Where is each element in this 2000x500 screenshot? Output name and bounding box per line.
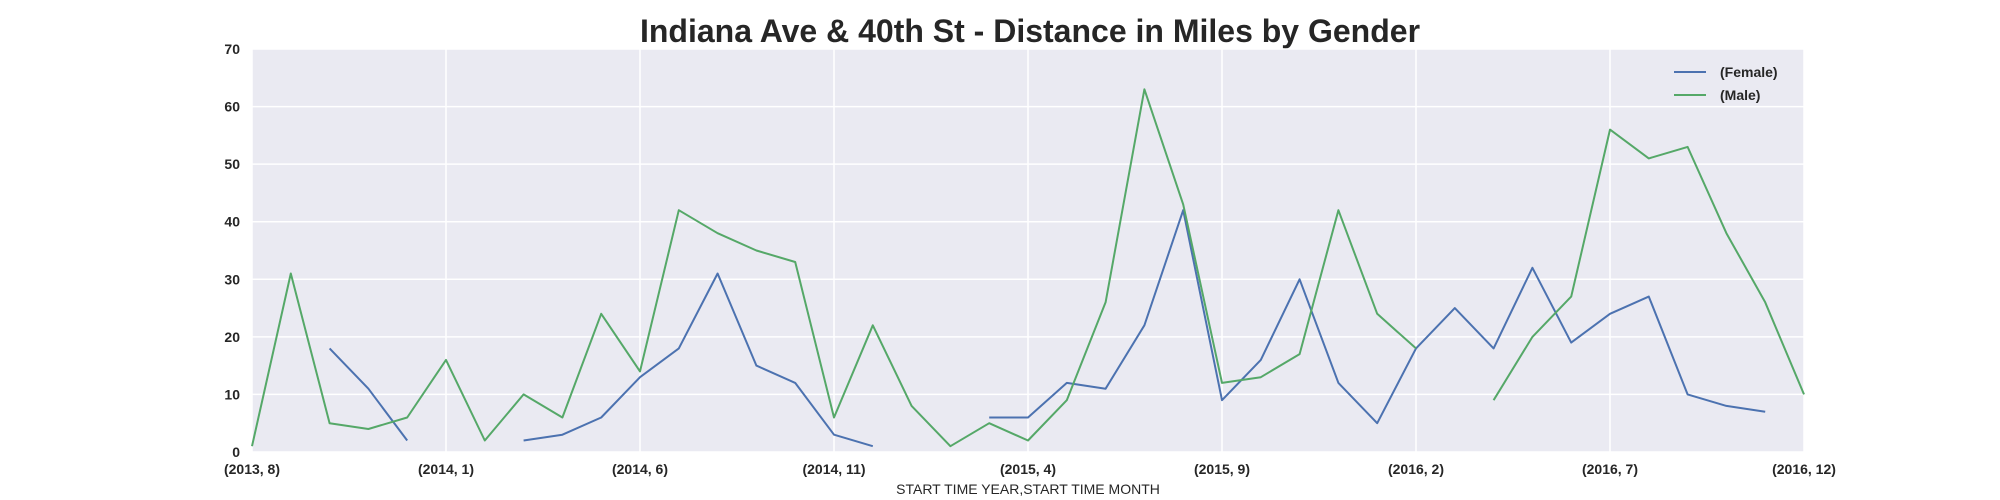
legend-label-male: (Male) — [1720, 87, 1760, 103]
series-line-female — [328, 347, 409, 442]
y-tick-label: 40 — [224, 214, 240, 230]
series-line-female — [523, 272, 874, 448]
x-tick-label: (2015, 4) — [1000, 461, 1056, 477]
series-line-male — [1492, 128, 1805, 401]
series-line-male — [251, 88, 1417, 448]
y-tick-label: 10 — [224, 386, 240, 402]
x-tick-label: (2014, 1) — [418, 461, 474, 477]
legend: (Female) (Male) — [1674, 64, 1778, 103]
x-tick-label: (2016, 12) — [1772, 461, 1836, 477]
series-line-female — [989, 209, 1766, 425]
y-tick-label: 60 — [224, 99, 240, 115]
series-lines — [251, 88, 1805, 448]
x-tick-labels: (2013, 8) (2014, 1) (2014, 6) (2014, 11) (20… — [224, 461, 1836, 477]
y-tick-labels: 0 10 20 30 40 50 60 70 — [224, 41, 240, 460]
x-tick-label: (2016, 2) — [1388, 461, 1444, 477]
y-tick-label: 0 — [232, 444, 240, 460]
x-tick-label: (2014, 11) — [802, 461, 865, 477]
x-tick-label: (2013, 8) — [224, 461, 280, 477]
chart-title: Indiana Ave & 40th St - Distance in Mile… — [640, 13, 1420, 49]
y-tick-label: 70 — [224, 41, 240, 57]
x-tick-label: (2015, 9) — [1194, 461, 1250, 477]
y-tick-label: 20 — [224, 329, 240, 345]
x-gridlines — [251, 49, 1805, 452]
x-tick-label: (2016, 7) — [1582, 461, 1638, 477]
x-axis-label: START TIME YEAR,START TIME MONTH — [896, 481, 1160, 497]
x-tick-label: (2014, 6) — [612, 461, 668, 477]
y-tick-label: 30 — [224, 271, 240, 287]
legend-label-female: (Female) — [1720, 64, 1778, 80]
y-tick-label: 50 — [224, 156, 240, 172]
